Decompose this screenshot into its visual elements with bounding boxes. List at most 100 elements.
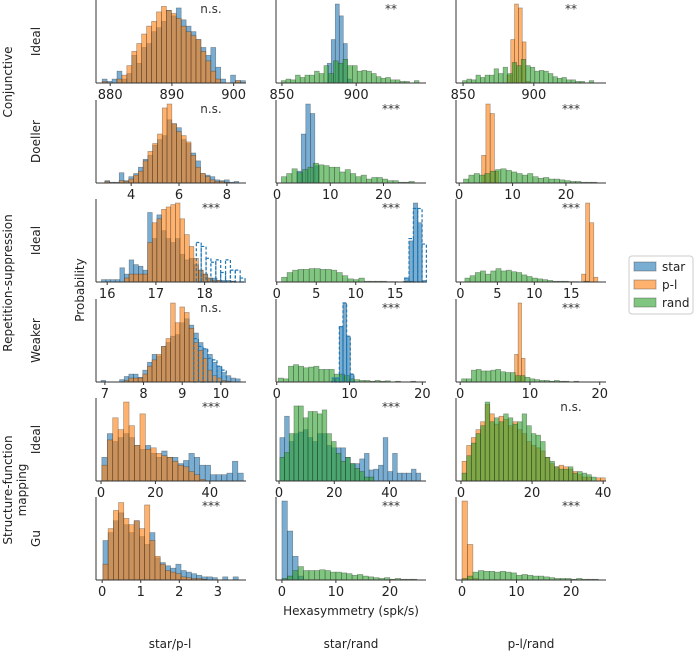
significance-annotation: *** bbox=[382, 499, 400, 513]
p-l-bar bbox=[136, 43, 142, 84]
significance-annotation: ** bbox=[565, 2, 577, 16]
star-bar bbox=[230, 74, 236, 84]
p-l-bar bbox=[175, 17, 182, 84]
x-tick-label: 5 bbox=[493, 287, 501, 302]
p-l-bar bbox=[184, 234, 190, 283]
panel-r2-c1: 0 5 10 15 *** bbox=[273, 199, 427, 302]
p-l-bar bbox=[156, 11, 162, 84]
rand-bar bbox=[557, 77, 563, 84]
rand-bar bbox=[302, 169, 309, 184]
rand-bar bbox=[307, 411, 314, 482]
rand-bar bbox=[297, 269, 304, 283]
x-tick-label: 3 bbox=[214, 585, 222, 600]
star-bar bbox=[373, 468, 379, 482]
x-tick-label: 5 bbox=[312, 287, 320, 302]
rand-bar bbox=[331, 441, 337, 482]
rand-bar bbox=[371, 177, 378, 184]
rand-bar bbox=[335, 571, 342, 581]
rand-bar bbox=[375, 76, 382, 84]
rand-bar bbox=[461, 472, 467, 482]
rand-bar bbox=[490, 369, 497, 383]
p-l-bar bbox=[176, 131, 182, 184]
p-l-bar bbox=[161, 6, 167, 84]
rand-bar bbox=[351, 574, 358, 581]
p-l-bar bbox=[581, 273, 586, 283]
x-tick-label: 16 bbox=[99, 287, 116, 302]
x-tick-label: 20 bbox=[147, 486, 164, 501]
rand-bar bbox=[292, 570, 299, 581]
rand-bar bbox=[328, 73, 334, 84]
rand-bar bbox=[288, 365, 294, 383]
p-l-bar bbox=[165, 338, 171, 383]
p-l-bar bbox=[161, 107, 168, 184]
rand-bar bbox=[286, 173, 293, 184]
rand-bar bbox=[512, 423, 518, 482]
group-label-conjunctive: Conjunctive bbox=[1, 47, 15, 118]
p-l-bar bbox=[151, 359, 157, 383]
panel-r2-c2: 0 5 10 15 *** bbox=[455, 199, 606, 302]
p-l-bar bbox=[200, 51, 207, 84]
rand-bar bbox=[355, 176, 362, 184]
x-tick-label: 850 bbox=[270, 88, 295, 103]
p-l-bar bbox=[195, 39, 202, 84]
p-l-bar bbox=[190, 35, 197, 84]
x-tick-label: 10 bbox=[504, 188, 521, 203]
rand-bar bbox=[531, 277, 538, 283]
x-tick-label: 20 bbox=[414, 387, 431, 402]
p-l-bar bbox=[175, 202, 181, 283]
p-l-bar bbox=[184, 312, 190, 383]
p-l-bar bbox=[138, 170, 144, 184]
x-tick-label: 20 bbox=[382, 585, 399, 600]
p-l-bar bbox=[171, 123, 177, 184]
rand-bar bbox=[521, 174, 528, 184]
p-l-bar bbox=[124, 277, 130, 283]
p-l-bar bbox=[144, 504, 151, 581]
rand-bar bbox=[313, 365, 320, 383]
rand-bar bbox=[495, 268, 502, 283]
p-l-bar bbox=[205, 60, 212, 84]
rand-bar bbox=[342, 275, 349, 283]
x-tick-label: 10 bbox=[328, 585, 345, 600]
legend-swatch-rand bbox=[633, 297, 657, 308]
row-label: Ideal bbox=[29, 425, 43, 454]
star-bar bbox=[215, 474, 222, 482]
rand-bar bbox=[345, 456, 351, 482]
p-l-bar bbox=[147, 151, 153, 184]
rand-bar bbox=[489, 421, 495, 482]
rand-bar bbox=[328, 166, 335, 184]
panel-r3-c0: 7 8 9 10 n.s. bbox=[95, 299, 246, 402]
rand-bar bbox=[539, 70, 545, 84]
panel-r5-c2: 0 10 20 *** bbox=[455, 497, 606, 600]
p-l-bar bbox=[101, 464, 108, 482]
rand-bar bbox=[485, 370, 492, 383]
x-tick-label: 890 bbox=[160, 88, 185, 103]
rand-bar bbox=[340, 460, 346, 482]
p-l-bar bbox=[589, 222, 595, 283]
rand-bar bbox=[352, 65, 358, 84]
rand-bar bbox=[309, 74, 315, 84]
rand-bar bbox=[483, 571, 490, 581]
rand-bar bbox=[354, 468, 361, 482]
star-bar bbox=[415, 472, 422, 482]
rand-bar bbox=[303, 417, 309, 482]
rand-bar bbox=[466, 78, 472, 84]
x-tick-label: 0 bbox=[456, 287, 464, 302]
p-l-bar bbox=[126, 65, 133, 84]
x-tick-label: 1 bbox=[137, 585, 145, 600]
p-l-bar bbox=[190, 155, 197, 184]
x-tick-label: 10 bbox=[213, 387, 230, 402]
rand-bar bbox=[293, 364, 299, 383]
legend-swatch-pl bbox=[633, 279, 657, 290]
rand-bar bbox=[484, 401, 491, 482]
rand-bar bbox=[360, 174, 367, 184]
x-tick-label: 0 bbox=[458, 585, 466, 600]
rand-bar bbox=[303, 570, 310, 581]
rand-bar bbox=[285, 78, 292, 84]
rand-bar bbox=[469, 275, 476, 283]
p-l-bar bbox=[194, 474, 201, 482]
rand-bar bbox=[516, 272, 523, 283]
rand-bar bbox=[489, 170, 496, 184]
rand-bar bbox=[339, 171, 346, 184]
star-outline-bar bbox=[349, 373, 355, 383]
p-l-bar bbox=[202, 273, 209, 283]
